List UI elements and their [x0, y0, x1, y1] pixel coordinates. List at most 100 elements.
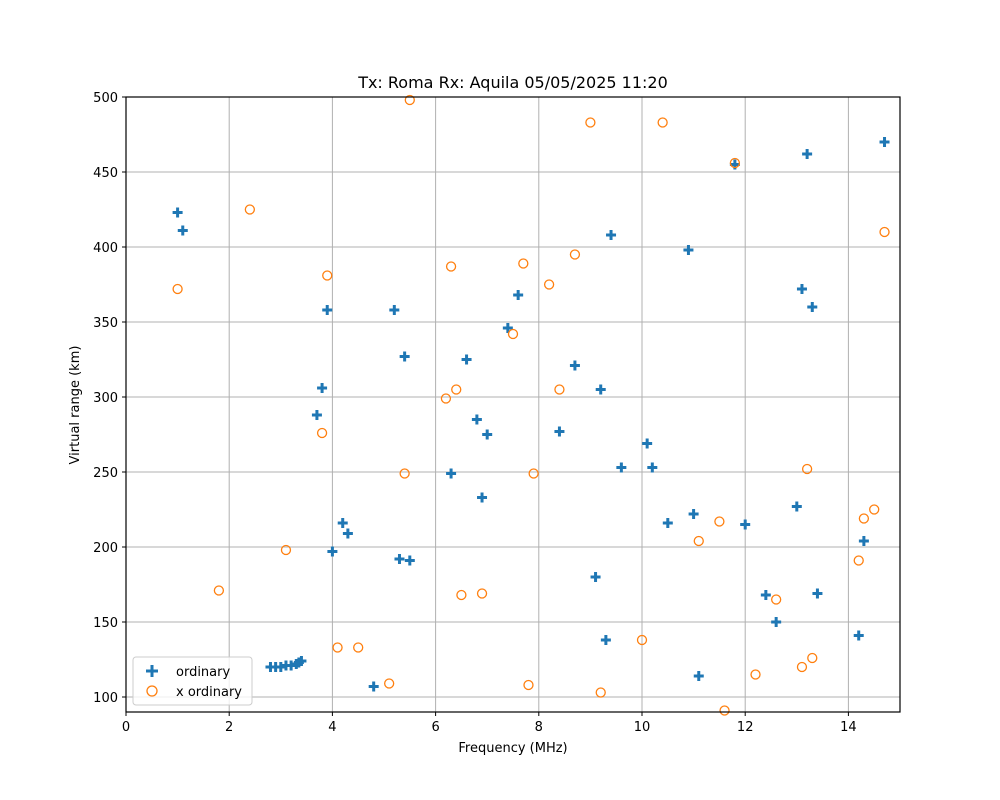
data-point	[616, 462, 627, 473]
data-point	[451, 384, 462, 395]
series-ordinary	[172, 137, 890, 692]
data-point	[311, 410, 322, 420]
data-point	[554, 384, 565, 395]
data-point	[791, 501, 802, 512]
x-axis-label: Frequency (MHz)	[458, 741, 567, 756]
data-point	[177, 225, 188, 236]
data-point	[569, 360, 580, 371]
data-point	[595, 687, 606, 698]
data-point	[801, 463, 813, 475]
data-point	[445, 261, 457, 272]
data-point	[688, 509, 699, 519]
legend: ordinary x ordinary	[132, 656, 253, 706]
y-tick-label: 200	[93, 541, 118, 556]
x-axis-ticks: 0 2 4 6 8 10 12 14	[122, 712, 857, 735]
x-tick-label: 14	[840, 720, 857, 735]
data-point	[513, 290, 524, 300]
data-point	[477, 492, 488, 503]
data-point	[657, 117, 668, 128]
data-point	[719, 705, 730, 716]
data-point	[771, 594, 782, 605]
data-point	[440, 393, 452, 404]
data-point	[332, 642, 343, 653]
data-point	[528, 468, 539, 479]
x-tick-label: 10	[634, 720, 651, 735]
data-point	[172, 283, 183, 295]
data-point	[384, 678, 395, 689]
legend-label-x-ordinary: x ordinary	[176, 685, 242, 700]
chart-title: Tx: Roma Rx: Aquila 05/05/2025 11:20	[357, 73, 668, 92]
data-point	[502, 323, 513, 333]
data-point	[394, 554, 405, 564]
data-point	[389, 305, 400, 315]
data-point	[213, 585, 225, 596]
data-point	[543, 279, 555, 290]
data-point	[585, 117, 596, 128]
data-point	[771, 617, 782, 627]
data-point	[569, 249, 581, 260]
x-tick-label: 2	[225, 720, 233, 735]
data-point	[523, 679, 534, 691]
circle-marker-icon	[146, 685, 158, 697]
y-tick-label: 500	[93, 91, 118, 106]
data-point	[647, 462, 658, 473]
data-point	[642, 438, 653, 449]
data-point	[399, 468, 410, 479]
series-x-ordinary	[172, 94, 890, 716]
data-point	[316, 427, 328, 439]
data-point	[750, 669, 761, 680]
y-tick-label: 400	[93, 241, 118, 256]
data-point	[858, 536, 869, 546]
data-point	[714, 516, 725, 527]
plus-marker-icon	[146, 665, 158, 677]
grid-lines	[125, 96, 900, 712]
data-point	[812, 588, 823, 599]
y-tick-label: 300	[93, 391, 118, 406]
data-point	[606, 230, 617, 240]
data-point	[760, 590, 771, 600]
data-points	[172, 94, 890, 716]
data-point	[807, 652, 818, 664]
y-tick-label: 100	[93, 691, 118, 706]
data-point	[796, 284, 807, 294]
data-point	[317, 383, 328, 393]
data-point	[693, 671, 704, 681]
data-point	[353, 642, 364, 653]
data-point	[507, 328, 519, 340]
data-point	[172, 207, 183, 218]
data-point	[879, 226, 890, 238]
legend-label-ordinary: ordinary	[176, 665, 230, 680]
data-point	[482, 429, 493, 440]
data-point	[600, 635, 611, 645]
x-tick-label: 6	[431, 720, 439, 735]
y-tick-label: 350	[93, 316, 118, 331]
data-point	[476, 588, 488, 599]
data-point	[858, 513, 870, 524]
data-point	[244, 204, 255, 215]
data-point	[404, 555, 415, 566]
data-point	[322, 270, 333, 281]
data-point	[662, 518, 673, 528]
data-point	[327, 546, 338, 557]
data-point	[280, 544, 292, 556]
x-tick-label: 8	[535, 720, 543, 735]
data-point	[554, 426, 565, 437]
y-axis-ticks: 100 150 200 250 300 350 400 450 500	[93, 91, 126, 706]
data-point	[595, 384, 606, 395]
data-point	[683, 245, 694, 255]
x-tick-label: 12	[737, 720, 754, 735]
data-point	[853, 630, 864, 641]
data-point	[456, 589, 467, 601]
x-tick-label: 4	[328, 720, 336, 735]
data-point	[853, 555, 864, 566]
data-point	[740, 519, 751, 530]
data-point	[729, 157, 741, 169]
x-tick-label: 0	[122, 720, 130, 735]
data-point	[796, 661, 808, 673]
data-point	[802, 149, 813, 159]
data-point	[807, 302, 818, 312]
data-point	[590, 572, 601, 582]
data-point	[296, 656, 307, 666]
data-point	[461, 354, 472, 365]
